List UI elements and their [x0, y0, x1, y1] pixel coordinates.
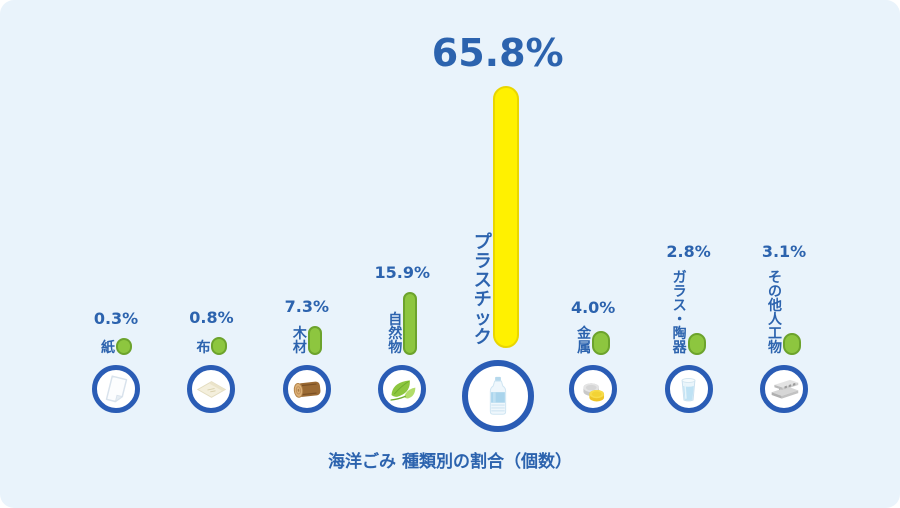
paper-icon: [105, 374, 127, 403]
category-icon-badge: [760, 365, 808, 413]
bar-paper: [116, 338, 132, 355]
value-label: 65.8%: [431, 31, 564, 76]
bar-metal-caps: [592, 331, 611, 355]
category-icon-badge: [569, 365, 618, 413]
category-label: 木材: [292, 326, 307, 356]
value-label: 7.3%: [284, 297, 330, 317]
bar-leaves: [403, 292, 418, 355]
category-icon-badge: [187, 365, 236, 413]
plastic-bottle-icon: [489, 376, 506, 415]
glass-cup-icon: [681, 377, 696, 401]
value-label: 2.8%: [666, 242, 711, 262]
category-label: プラスチック: [473, 232, 492, 348]
value-label: 0.3%: [93, 309, 139, 329]
bar-log: [307, 326, 322, 355]
value-label: 0.8%: [189, 308, 234, 328]
concrete-block-icon: [771, 379, 798, 399]
category-label: ガラス・陶器: [672, 270, 687, 356]
leaves-icon: [390, 379, 416, 401]
bar-concrete-block: [783, 333, 801, 355]
bar-cloth: [211, 337, 228, 355]
category-icon-badge: [92, 365, 140, 413]
value-label: 4.0%: [570, 298, 616, 318]
category-label: 布: [196, 340, 211, 356]
category-label: 紙: [101, 340, 115, 356]
category-icon-badge: [378, 365, 427, 413]
log-icon: [294, 381, 321, 398]
cloth-icon: [196, 380, 227, 398]
category-icon-badge: [282, 365, 331, 413]
bar-glass-cup: [687, 333, 706, 355]
category-icon-badge: [461, 360, 534, 432]
bar-plastic-bottle: [492, 86, 519, 348]
category-label: その他人工物: [768, 270, 783, 356]
chart-title: 海洋ごみ 種類別の割合（個数）: [328, 452, 572, 472]
metal-caps-icon: [583, 382, 604, 402]
value-label: 3.1%: [761, 242, 807, 262]
category-label: 金属: [577, 326, 592, 356]
category-label: 自然物: [388, 312, 403, 356]
category-icon-badge: [664, 365, 713, 413]
value-label: 15.9%: [374, 263, 431, 283]
